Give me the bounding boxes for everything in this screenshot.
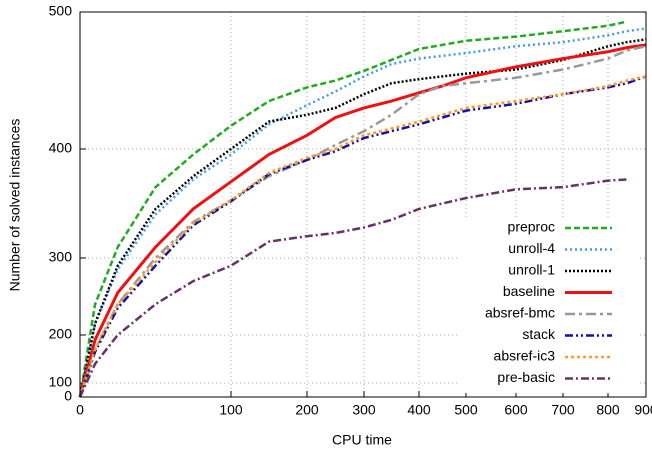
- legend-label: absref-bmc: [485, 305, 555, 321]
- series-line: [78, 20, 628, 398]
- x-tick-label: 700: [551, 402, 575, 418]
- series-line: [78, 43, 647, 398]
- series-line: [78, 75, 647, 398]
- x-tick-label: 200: [295, 402, 319, 418]
- x-tick-label: 600: [504, 402, 528, 418]
- legend-label: baseline: [503, 283, 555, 299]
- y-tick-label: 100: [49, 374, 73, 390]
- legend-label: pre-basic: [497, 369, 555, 385]
- series-line: [78, 38, 647, 398]
- legend-label: preproc: [508, 219, 555, 235]
- series-line: [78, 27, 647, 398]
- legend-label: absref-ic3: [494, 348, 556, 364]
- y-tick-label: 0: [64, 388, 72, 404]
- x-tick-label: 400: [407, 402, 431, 418]
- y-tick-label: 500: [49, 3, 73, 19]
- x-tick-label: 500: [454, 402, 478, 418]
- legend-label: unroll-4: [508, 240, 555, 256]
- series-line: [78, 45, 647, 398]
- y-axis-label: Number of solved instances: [7, 119, 23, 292]
- x-axis-label: CPU time: [332, 432, 392, 448]
- x-tick-label: 300: [352, 402, 376, 418]
- legend-label: stack: [522, 326, 556, 342]
- y-tick-label: 400: [49, 140, 73, 156]
- x-tick-label: 800: [596, 402, 620, 418]
- legend-box: [460, 217, 640, 393]
- x-tick-label: 900: [634, 402, 652, 418]
- series-line: [78, 75, 647, 398]
- series-line: [78, 178, 628, 398]
- y-tick-label: 300: [49, 249, 73, 265]
- x-tick-label: 100: [219, 402, 243, 418]
- legend-label: unroll-1: [508, 262, 555, 278]
- plot-frame: [79, 11, 647, 398]
- x-tick-label: 0: [76, 402, 84, 418]
- y-tick-label: 200: [49, 326, 73, 342]
